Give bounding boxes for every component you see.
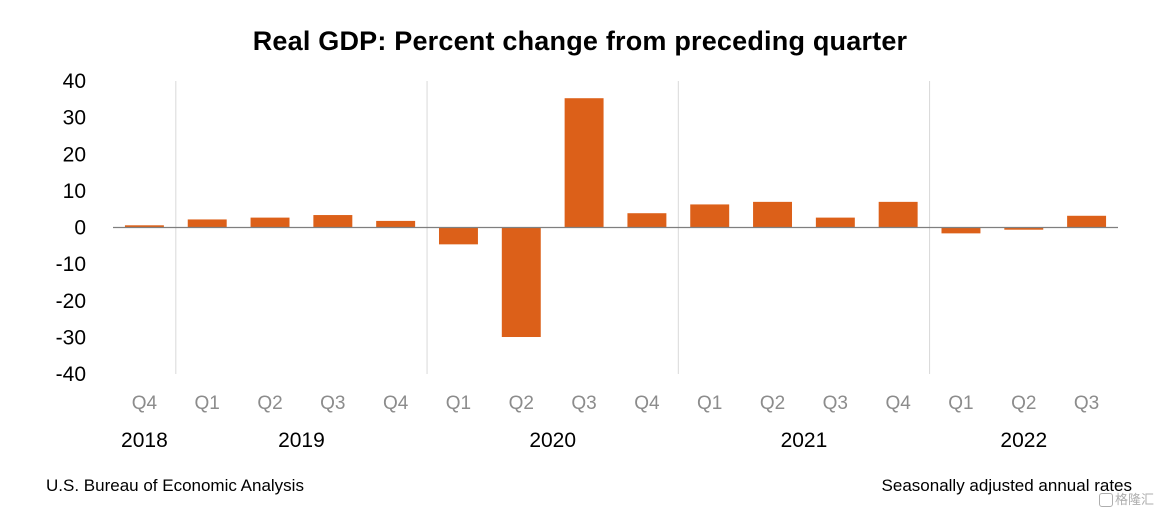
year-label: 2020 bbox=[529, 429, 576, 452]
brand-logo-icon bbox=[1098, 493, 1113, 507]
y-tick-label: 40 bbox=[63, 70, 86, 93]
bar bbox=[501, 227, 541, 338]
x-tick-label: Q4 bbox=[885, 393, 911, 414]
x-tick-label: Q4 bbox=[634, 393, 660, 414]
x-tick-label: Q3 bbox=[823, 393, 848, 414]
year-label: 2022 bbox=[1000, 429, 1047, 452]
x-tick-label: Q1 bbox=[446, 393, 471, 414]
x-tick-label: Q3 bbox=[1074, 393, 1099, 414]
watermark: 格隆汇 bbox=[1098, 489, 1154, 508]
source-label: U.S. Bureau of Economic Analysis bbox=[46, 476, 304, 495]
y-tick-label: -30 bbox=[56, 326, 86, 349]
bar bbox=[1004, 227, 1044, 230]
bar bbox=[1067, 215, 1107, 228]
x-tick-label: Q1 bbox=[195, 393, 220, 414]
bar bbox=[878, 201, 918, 228]
y-tick-label: 30 bbox=[63, 107, 86, 130]
x-tick-label: Q2 bbox=[760, 393, 785, 414]
x-tick-label: Q2 bbox=[509, 393, 534, 414]
x-tick-label: Q1 bbox=[948, 393, 973, 414]
chart-title: Real GDP: Percent change from preceding … bbox=[252, 26, 908, 56]
y-tick-label: -40 bbox=[56, 363, 86, 386]
year-label: 2019 bbox=[278, 429, 325, 452]
y-tick-label: -10 bbox=[56, 253, 86, 276]
watermark-text: 格隆汇 bbox=[1114, 492, 1154, 507]
x-tick-label: Q3 bbox=[571, 393, 596, 414]
bar bbox=[941, 227, 981, 234]
y-tick-label: 10 bbox=[63, 180, 86, 203]
bar bbox=[313, 215, 353, 228]
bar bbox=[753, 201, 793, 228]
year-label: 2018 bbox=[121, 429, 168, 452]
bar bbox=[187, 219, 227, 228]
bar bbox=[438, 227, 478, 245]
bar bbox=[627, 213, 667, 228]
x-tick-label: Q3 bbox=[320, 393, 345, 414]
x-tick-label: Q2 bbox=[1011, 393, 1036, 414]
x-tick-label: Q4 bbox=[383, 393, 409, 414]
x-tick-label: Q4 bbox=[132, 393, 158, 414]
x-tick-label: Q1 bbox=[697, 393, 722, 414]
y-tick-label: -20 bbox=[56, 290, 86, 313]
year-label: 2021 bbox=[781, 429, 828, 452]
bar bbox=[690, 204, 730, 228]
bar bbox=[250, 217, 290, 228]
note-label: Seasonally adjusted annual rates bbox=[881, 476, 1132, 495]
y-tick-label: 20 bbox=[63, 143, 86, 166]
y-tick-label: 0 bbox=[74, 217, 86, 240]
bar bbox=[124, 225, 164, 228]
bar bbox=[564, 98, 604, 228]
bar bbox=[815, 217, 855, 228]
bar bbox=[376, 220, 416, 228]
x-tick-label: Q2 bbox=[257, 393, 282, 414]
